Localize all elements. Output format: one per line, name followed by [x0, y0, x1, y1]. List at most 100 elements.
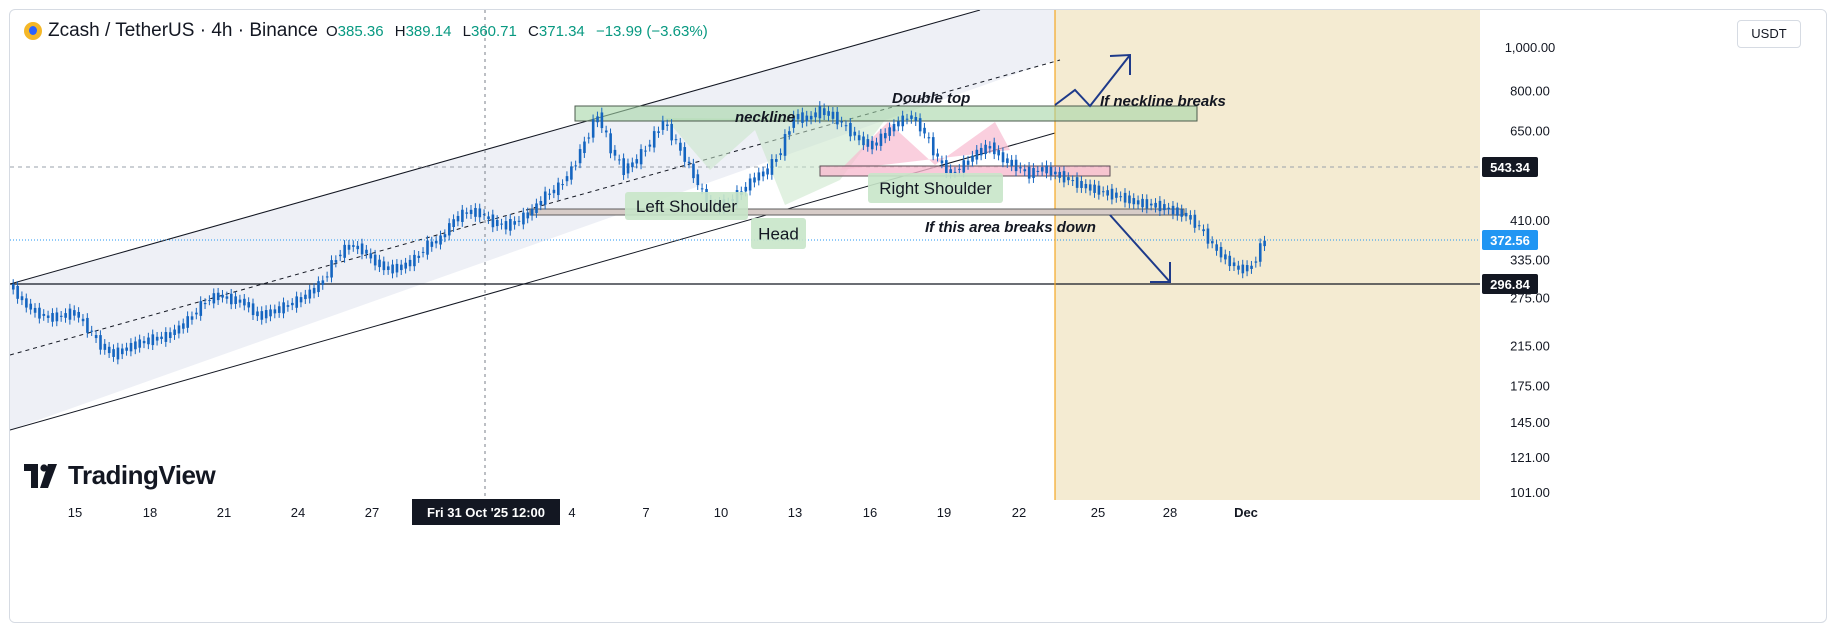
candle-body [382, 261, 386, 271]
candle-body [1132, 198, 1136, 205]
y-tick-label: 175.00 [1510, 378, 1550, 393]
candle-body [321, 280, 325, 285]
candle-body [243, 298, 246, 306]
open-value: 385.36 [337, 22, 384, 40]
candle-body [897, 121, 900, 127]
candle-body [979, 147, 983, 156]
candle-body [1054, 171, 1057, 175]
candle-body [230, 293, 233, 305]
candle-body [517, 220, 521, 222]
candle-body [29, 303, 33, 310]
candle-body [59, 315, 63, 317]
candle-body [748, 178, 752, 191]
candle-body [46, 315, 50, 318]
candle-body [356, 245, 360, 250]
candle-body [20, 296, 24, 301]
candle-body [51, 313, 54, 322]
candle-body [369, 253, 373, 259]
double-top-zone [840, 122, 1010, 170]
close-value: 371.34 [538, 22, 585, 40]
candle-body [587, 137, 591, 139]
candle-body [1075, 177, 1079, 188]
candle-body [426, 240, 429, 255]
x-tick-label: 7 [642, 505, 649, 520]
candle-body [325, 276, 329, 278]
candle-body [247, 302, 251, 308]
projection-zone [1055, 10, 1480, 500]
y-tick-label: 800.00 [1510, 83, 1550, 98]
candle-body [1010, 159, 1014, 167]
candle-body [679, 142, 682, 151]
symbol-title[interactable]: Zcash / TetherUS · 4h · Binance [48, 20, 318, 41]
candle-body [448, 223, 451, 236]
candle-body [443, 234, 447, 238]
candle-body [796, 114, 800, 120]
tradingview-logo: TradingView [24, 460, 216, 491]
chart-canvas[interactable]: neckline Double top If neckline breaks Left… [10, 10, 1826, 622]
candle-body [927, 137, 931, 139]
candle-body [788, 131, 791, 135]
candle-body [975, 149, 979, 160]
candle-body [940, 160, 944, 164]
time-axis-bg [10, 500, 1480, 622]
candle-body [1036, 170, 1040, 172]
candle-body [365, 249, 368, 254]
candle-body [884, 133, 887, 139]
candle-body [604, 130, 608, 133]
low-value: 360.71 [470, 22, 517, 40]
candle-body [352, 245, 355, 247]
candle-body [526, 212, 530, 219]
candle-body [234, 296, 237, 304]
candle-body [134, 341, 137, 350]
candle-body [421, 251, 425, 253]
candle-body [33, 307, 37, 313]
candle-body [304, 294, 307, 300]
candle-body [958, 168, 961, 170]
x-tick-label: Dec [1234, 505, 1258, 520]
candle-body [125, 347, 128, 351]
candle-body [330, 260, 333, 278]
candle-body [552, 189, 556, 194]
candle-body [809, 115, 813, 120]
candle-body [347, 244, 351, 250]
candle-body [1241, 264, 1245, 274]
candle-body [1163, 204, 1166, 211]
candle-body [674, 139, 678, 141]
currency-selector[interactable]: USDT [1737, 20, 1801, 48]
candle-body [652, 131, 656, 148]
candle-body [905, 118, 909, 120]
y-tick-label: 1,000.00 [1505, 40, 1556, 55]
candle-body [504, 221, 508, 230]
bullish-arrow [1054, 53, 1131, 108]
candle-body [901, 115, 905, 127]
candle-body [373, 254, 377, 266]
candle-body [1058, 171, 1061, 178]
candle-body [439, 235, 442, 245]
candle-body [696, 174, 700, 186]
candle-body [186, 316, 189, 328]
label-box-head [751, 218, 806, 249]
candle-body [203, 303, 207, 305]
x-tick-label: 19 [937, 505, 951, 520]
candle-body [107, 346, 111, 354]
candle-body [81, 318, 85, 322]
neckline-zone [574, 105, 1198, 122]
price-label-bg [1482, 157, 1538, 177]
y-tick-label: 410.00 [1510, 213, 1550, 228]
candle-body [648, 144, 652, 147]
candle-body [879, 133, 883, 146]
candle-body [953, 171, 957, 173]
candle-body [251, 303, 255, 316]
candle-body [94, 335, 98, 339]
candle-body [1176, 207, 1179, 216]
candle-body [299, 297, 303, 303]
candle-body [857, 135, 861, 141]
candle-body [543, 191, 547, 205]
candle-body [988, 146, 992, 149]
label-box-right-shoulder [868, 173, 1003, 203]
candle-body [509, 219, 512, 231]
candle-body [761, 171, 765, 177]
tradingview-logo-icon [24, 463, 57, 488]
candle-body [1110, 188, 1114, 200]
chart-frame: neckline Double top If neckline breaks Left… [9, 9, 1827, 623]
